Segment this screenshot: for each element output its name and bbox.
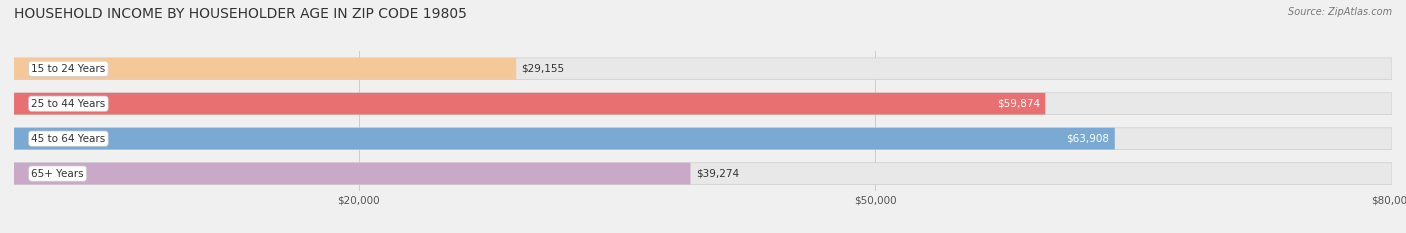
FancyBboxPatch shape	[14, 93, 1392, 115]
Text: 45 to 64 Years: 45 to 64 Years	[31, 134, 105, 144]
Text: $63,908: $63,908	[1067, 134, 1109, 144]
Text: 25 to 44 Years: 25 to 44 Years	[31, 99, 105, 109]
Text: $39,274: $39,274	[696, 169, 738, 178]
FancyBboxPatch shape	[14, 128, 1115, 150]
Text: HOUSEHOLD INCOME BY HOUSEHOLDER AGE IN ZIP CODE 19805: HOUSEHOLD INCOME BY HOUSEHOLDER AGE IN Z…	[14, 7, 467, 21]
Text: 15 to 24 Years: 15 to 24 Years	[31, 64, 105, 74]
FancyBboxPatch shape	[14, 58, 516, 80]
Text: 65+ Years: 65+ Years	[31, 169, 84, 178]
FancyBboxPatch shape	[14, 163, 1392, 185]
Text: $29,155: $29,155	[522, 64, 564, 74]
Text: $59,874: $59,874	[997, 99, 1040, 109]
FancyBboxPatch shape	[14, 58, 1392, 80]
FancyBboxPatch shape	[14, 128, 1392, 150]
FancyBboxPatch shape	[14, 93, 1045, 115]
FancyBboxPatch shape	[14, 163, 690, 185]
Text: Source: ZipAtlas.com: Source: ZipAtlas.com	[1288, 7, 1392, 17]
